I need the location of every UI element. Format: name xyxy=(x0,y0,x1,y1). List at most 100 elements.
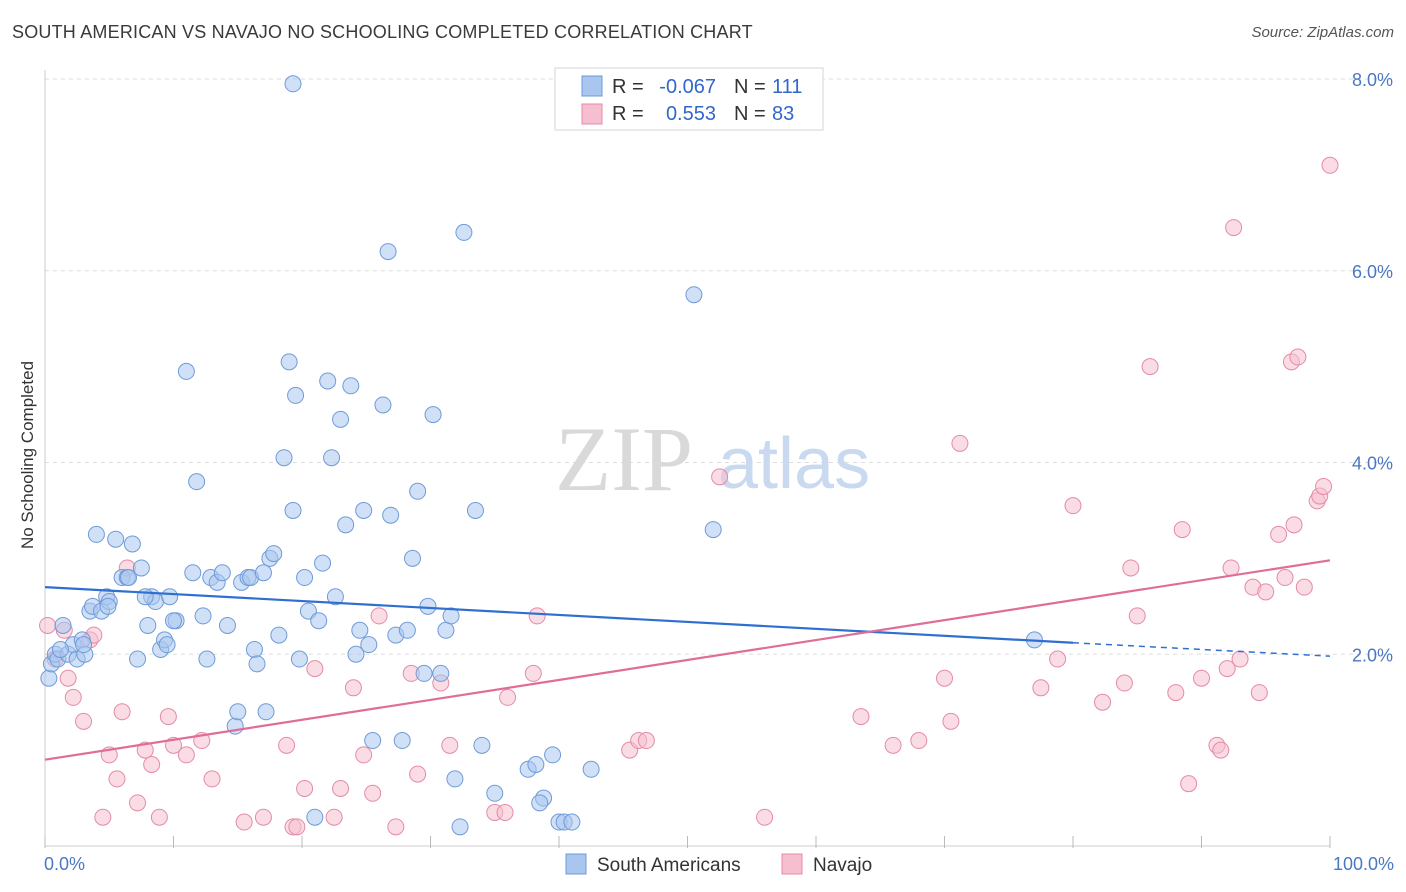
navajo-point-34 xyxy=(370,607,388,625)
south-americans-point-19 xyxy=(123,535,141,553)
navajo-point-41 xyxy=(496,803,514,821)
navajo-point-60 xyxy=(1115,674,1133,692)
navajo-point-17 xyxy=(159,708,177,726)
navajo-point-11 xyxy=(113,703,131,721)
watermark: ZIP atlas xyxy=(555,408,870,510)
south-americans-point-16 xyxy=(107,530,125,548)
navajo-point-3 xyxy=(59,669,77,687)
south-americans-point-78 xyxy=(404,549,422,567)
x-tick-label-0: 0.0% xyxy=(44,854,85,874)
y-tick-label-1: 4.0% xyxy=(1352,454,1393,474)
south-americans-point-99 xyxy=(563,813,581,831)
navajo-point-54 xyxy=(942,712,960,730)
south-americans-point-63 xyxy=(326,588,344,606)
navajo-point-48 xyxy=(711,468,729,486)
south-americans-point-52 xyxy=(284,501,302,519)
south-americans-point-70 xyxy=(360,636,378,654)
navajo-point-15 xyxy=(143,756,161,774)
legend-r-label-2: R = xyxy=(612,103,644,125)
navajo-point-56 xyxy=(1032,679,1050,697)
south-americans-point-12 xyxy=(87,525,105,543)
south-americans-point-64 xyxy=(332,410,350,428)
navajo-point-66 xyxy=(1180,775,1198,793)
navajo-point-31 xyxy=(344,679,362,697)
south-americans-point-59 xyxy=(310,612,328,630)
trend-lines xyxy=(44,559,1331,761)
navajo-point-29 xyxy=(325,808,343,826)
south-americans-point-68 xyxy=(351,621,369,639)
navajo-point-22 xyxy=(235,813,253,831)
south-americans-point-50 xyxy=(275,449,293,467)
legend-n-value-2: 83 xyxy=(772,103,794,125)
south-americans-point-55 xyxy=(290,650,308,668)
y-tick-label-3: 8.0% xyxy=(1352,70,1393,90)
y-tick-label-2: 6.0% xyxy=(1352,262,1393,282)
navajo-point-16 xyxy=(150,808,168,826)
south-americans-point-109 xyxy=(99,597,117,615)
south-americans-point-65 xyxy=(337,516,355,534)
navajo-point-33 xyxy=(364,784,382,802)
bottom-legend-swatch-navajo xyxy=(781,853,803,875)
navajo-point-0 xyxy=(39,616,57,634)
south-americans-point-69 xyxy=(355,501,373,519)
legend-r-value-2: 0.553 xyxy=(666,103,716,125)
watermark-atlas: atlas xyxy=(718,424,870,504)
south-americans-point-45 xyxy=(254,564,272,582)
navajo-point-71 xyxy=(1222,559,1240,577)
navajo-point-8 xyxy=(94,808,112,826)
south-americans-point-72 xyxy=(374,396,392,414)
south-americans-point-46 xyxy=(257,703,275,721)
south-americans-point-105 xyxy=(120,569,138,587)
south-americans-point-83 xyxy=(432,664,450,682)
legend-swatch-pink xyxy=(581,103,603,125)
navajo-point-51 xyxy=(884,736,902,754)
navajo-point-4 xyxy=(64,688,82,706)
navajo-point-23 xyxy=(254,808,272,826)
navajo-point-13 xyxy=(129,794,147,812)
south-americans-point-27 xyxy=(161,588,179,606)
navajo-point-19 xyxy=(177,746,195,764)
navajo-point-72 xyxy=(1225,219,1243,237)
south-americans-point-80 xyxy=(415,664,433,682)
navajo-point-43 xyxy=(528,607,546,625)
navajo-point-14 xyxy=(136,741,154,759)
south-americans-point-61 xyxy=(319,372,337,390)
south-americans-point-53 xyxy=(287,386,305,404)
south-americans-point-102 xyxy=(704,521,722,539)
y-tick-label-0: 2.0% xyxy=(1352,645,1393,665)
south-americans-point-36 xyxy=(213,564,231,582)
navajo-point-85 xyxy=(1315,477,1333,495)
south-americans-point-22 xyxy=(139,616,157,634)
south-americans-point-39 xyxy=(229,703,247,721)
south-americans-point-60 xyxy=(314,554,332,572)
navajo-point-24 xyxy=(278,736,296,754)
source-credit: Source: ZipAtlas.com xyxy=(1251,24,1394,41)
legend-r-label-1: R = xyxy=(612,76,644,98)
x-tick-label-1: 100.0% xyxy=(1333,854,1394,874)
south-americans-point-31 xyxy=(188,473,206,491)
navajo-point-50 xyxy=(852,708,870,726)
south-americans-point-44 xyxy=(248,655,266,673)
navajo-point-81 xyxy=(1289,348,1307,366)
south-americans-point-71 xyxy=(364,732,382,750)
navajo-point-64 xyxy=(1167,684,1185,702)
navajo-point-44 xyxy=(524,664,542,682)
south-americans-point-4 xyxy=(54,616,72,634)
navajo-point-70 xyxy=(1218,660,1236,678)
navajo-point-58 xyxy=(1064,497,1082,515)
south-americans-point-37 xyxy=(218,616,236,634)
south-americans-point-81 xyxy=(419,597,437,615)
navajo-point-77 xyxy=(1270,525,1288,543)
south-americans-point-101 xyxy=(685,286,703,304)
navajo-point-10 xyxy=(108,770,126,788)
legend-n-label-2: N = xyxy=(734,103,766,125)
navajo-point-5 xyxy=(75,712,93,730)
navajo-point-26 xyxy=(288,818,306,836)
south-americans-point-74 xyxy=(382,506,400,524)
south-americans-point-73 xyxy=(379,243,397,261)
navajo-point-59 xyxy=(1094,693,1112,711)
legend-r-value-1: -0.067 xyxy=(659,76,716,98)
bottom-legend: South Americans Navajo xyxy=(565,853,872,876)
south-americans-point-95 xyxy=(544,746,562,764)
